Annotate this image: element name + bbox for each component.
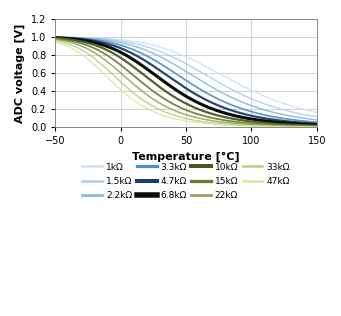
X-axis label: Temperature [°C]: Temperature [°C]	[132, 152, 240, 162]
Legend: 1kΩ, 1.5kΩ, 2.2kΩ, 3.3kΩ, 4.7kΩ, 6.8kΩ, 10kΩ, 15kΩ, 22kΩ, 33kΩ, 47kΩ: 1kΩ, 1.5kΩ, 2.2kΩ, 3.3kΩ, 4.7kΩ, 6.8kΩ, …	[79, 159, 293, 204]
Y-axis label: ADC voltage [V]: ADC voltage [V]	[15, 23, 25, 123]
